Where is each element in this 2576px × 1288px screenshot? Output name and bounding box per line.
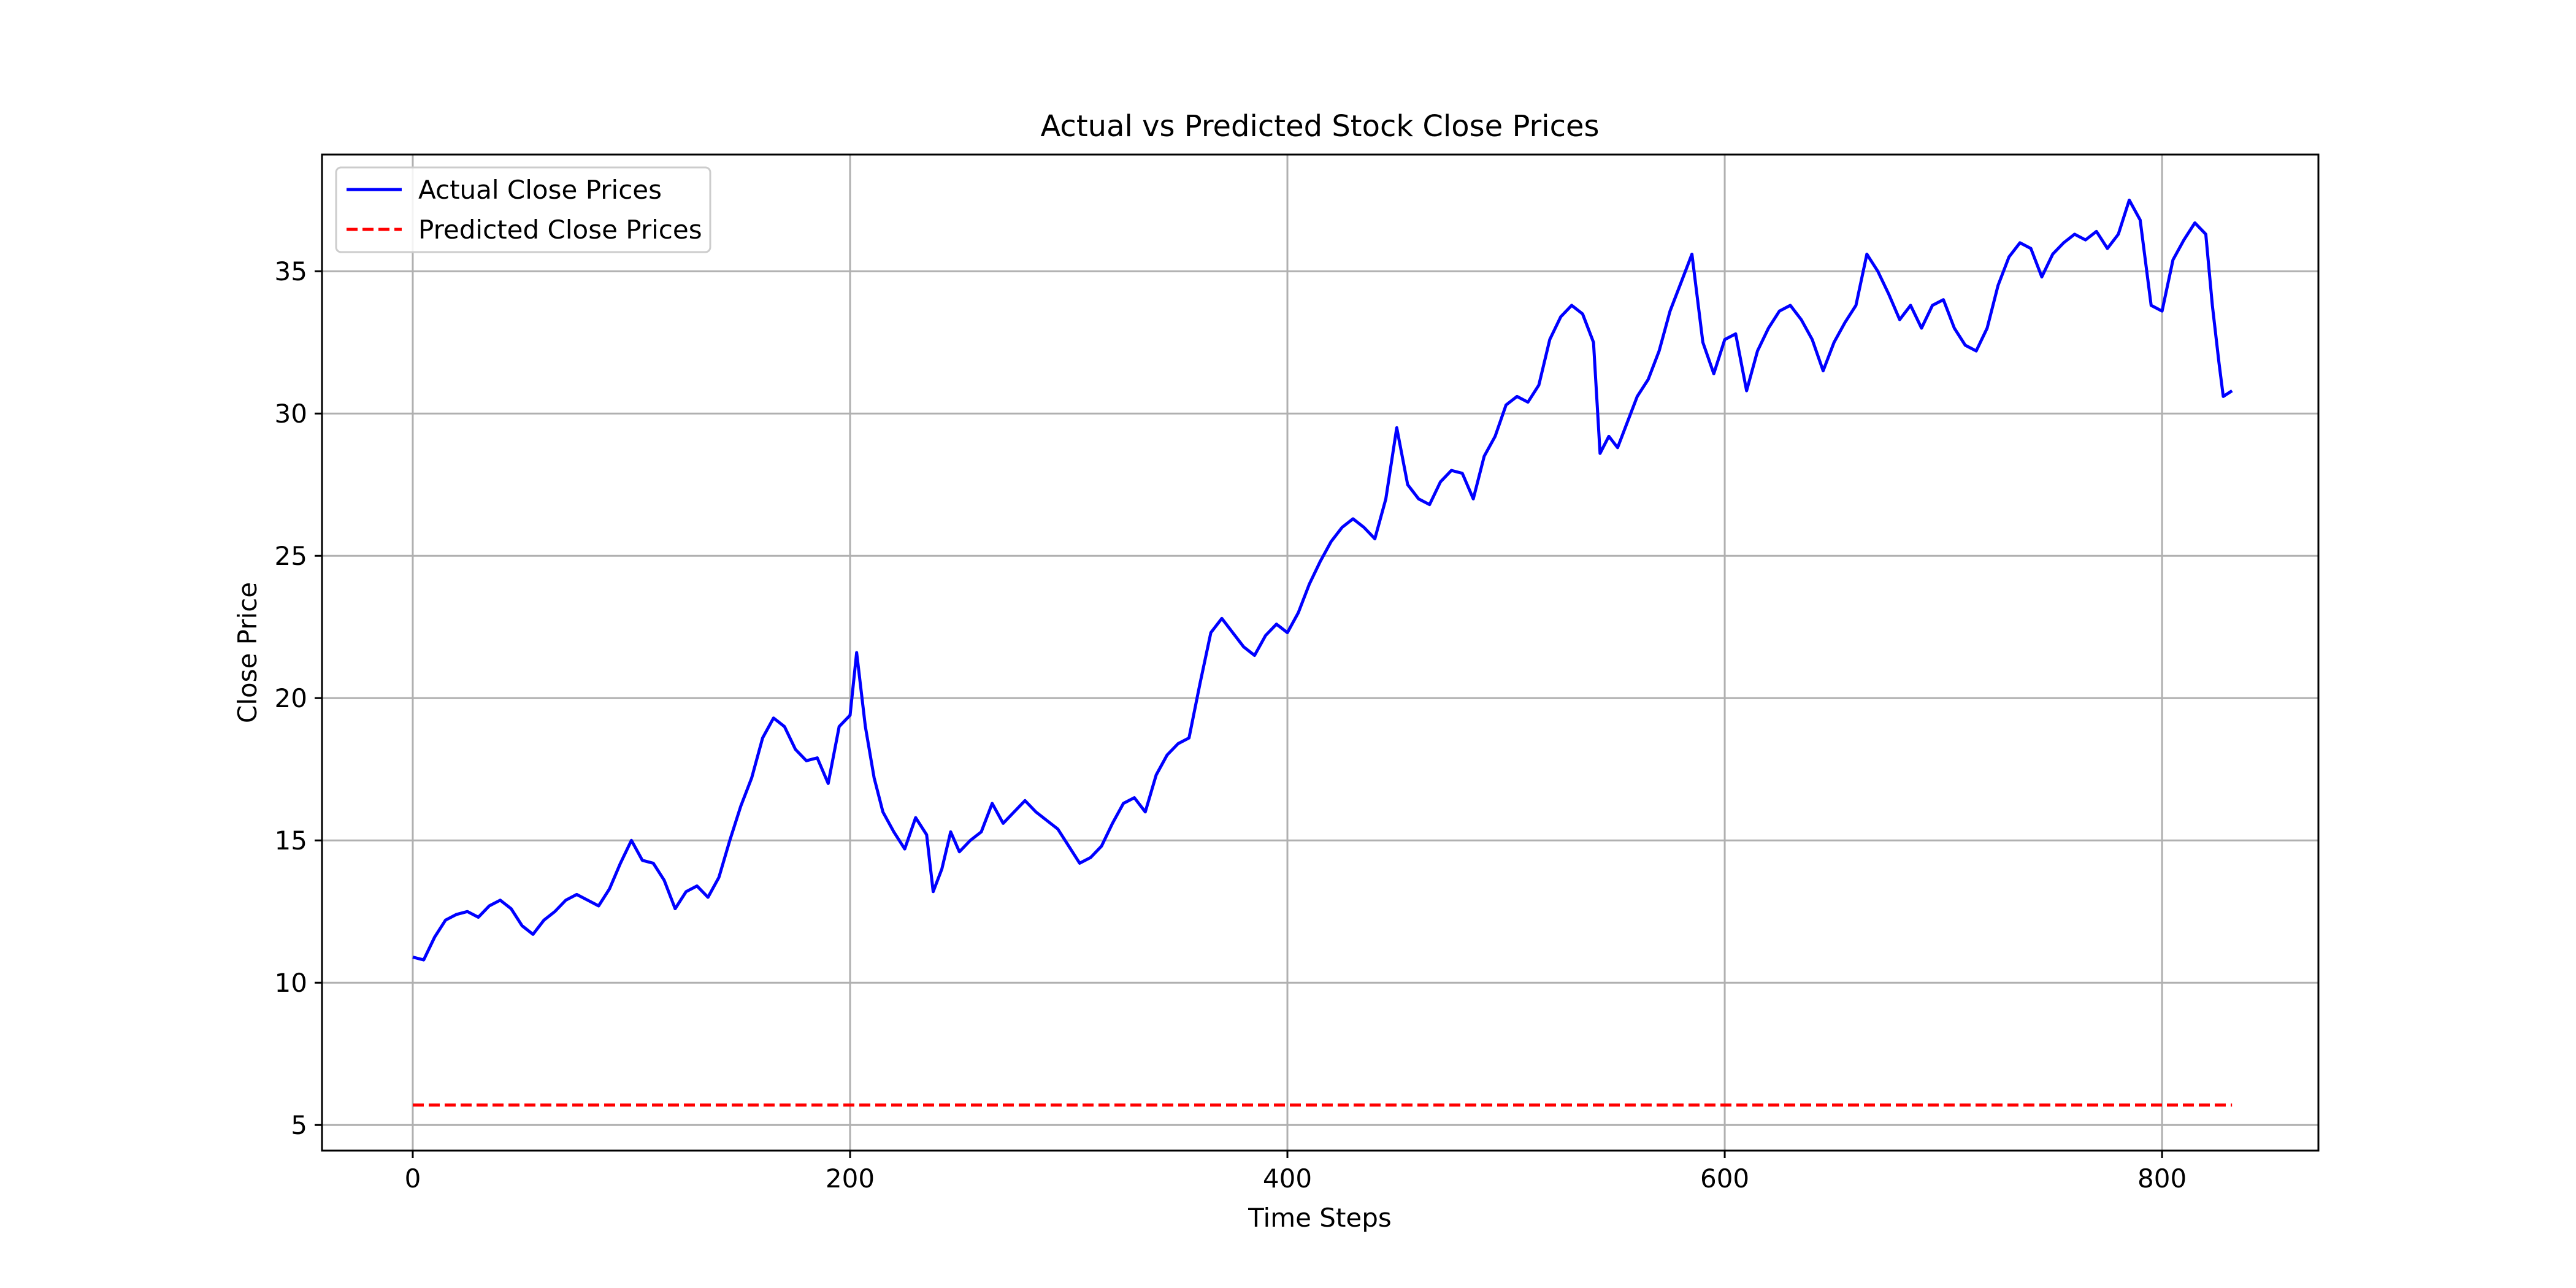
axis-ticks: 0 200 400 600 800 5 10 15 20 25 30 35 [275, 256, 2187, 1194]
x-tick-label: 200 [826, 1163, 875, 1194]
y-tick-label: 20 [275, 683, 307, 713]
y-tick-label: 30 [275, 399, 307, 429]
actual-close-prices-line [412, 198, 2233, 962]
y-axis-label: Close Price [232, 582, 263, 723]
legend-box [335, 166, 711, 253]
legend-label-actual: Actual Close Prices [418, 175, 662, 205]
x-tick-label: 400 [1263, 1163, 1312, 1194]
x-axis-label: Time Steps [1248, 1203, 1392, 1233]
grid-lines [322, 155, 2318, 1151]
y-tick-label: 35 [275, 256, 307, 286]
legend: Actual Close Prices Predicted Close Pric… [335, 166, 711, 253]
plot-frame [321, 153, 2320, 1152]
x-tick-label: 600 [1700, 1163, 1749, 1194]
y-tick-label: 5 [291, 1110, 307, 1140]
chart-title: Actual vs Predicted Stock Close Prices [1040, 109, 1599, 144]
y-tick-label: 10 [275, 968, 307, 998]
y-tick-label: 25 [275, 541, 307, 571]
x-tick-label: 0 [405, 1163, 421, 1194]
series-layer [412, 198, 2233, 1107]
y-tick-label: 15 [275, 826, 307, 856]
legend-label-predicted: Predicted Close Prices [418, 215, 702, 245]
x-tick-label: 800 [2137, 1163, 2187, 1194]
